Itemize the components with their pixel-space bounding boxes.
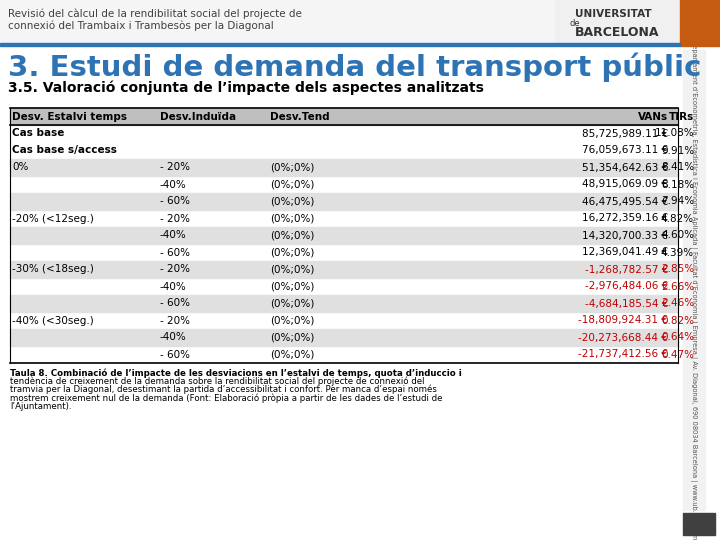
Text: tendència de creixement de la demanda sobre la rendibilitat social del projecte : tendència de creixement de la demanda so… xyxy=(10,376,425,386)
Bar xyxy=(10,159,678,176)
Text: 4.82%: 4.82% xyxy=(661,213,694,224)
Text: - 20%: - 20% xyxy=(160,315,190,326)
Text: - 60%: - 60% xyxy=(160,299,190,308)
Text: 51,354,642.63 €: 51,354,642.63 € xyxy=(582,163,668,172)
Text: 9.91%: 9.91% xyxy=(661,145,694,156)
Bar xyxy=(683,513,715,535)
Text: 7.94%: 7.94% xyxy=(661,197,694,206)
Text: -20,273,668.44 €: -20,273,668.44 € xyxy=(578,333,668,342)
Text: 4.60%: 4.60% xyxy=(661,231,694,240)
Bar xyxy=(10,261,678,278)
Text: 8.18%: 8.18% xyxy=(661,179,694,190)
Text: -1,268,782.57 €: -1,268,782.57 € xyxy=(585,265,668,274)
Bar xyxy=(10,227,678,244)
Text: 12,369,041.49 €: 12,369,041.49 € xyxy=(582,247,668,258)
Text: (0%;0%): (0%;0%) xyxy=(270,265,315,274)
Text: - 60%: - 60% xyxy=(160,197,190,206)
Text: -21,737,412.56 €: -21,737,412.56 € xyxy=(578,349,668,360)
Text: (0%;0%): (0%;0%) xyxy=(270,299,315,308)
Text: 76,059,673.11 €: 76,059,673.11 € xyxy=(582,145,668,156)
Text: Desv.Tend: Desv.Tend xyxy=(270,111,330,122)
Text: - 60%: - 60% xyxy=(160,247,190,258)
Text: -40%: -40% xyxy=(160,231,186,240)
Text: de: de xyxy=(569,19,580,29)
Text: Cas base s/access: Cas base s/access xyxy=(12,145,117,156)
Text: 48,915,069.09 €: 48,915,069.09 € xyxy=(582,179,668,190)
Text: -40%: -40% xyxy=(160,281,186,292)
Text: -18,809,924.31 €: -18,809,924.31 € xyxy=(578,315,668,326)
Text: Desv. Estalvi temps: Desv. Estalvi temps xyxy=(12,111,127,122)
Text: tramvia per la Diagonal, desestimant la partida d’accessibilitat i confort. Per : tramvia per la Diagonal, desestimant la … xyxy=(10,385,437,395)
Text: Taula 8. Combinació de l’impacte de les desviacions en l’estalvi de temps, quota: Taula 8. Combinació de l’impacte de les … xyxy=(10,368,462,377)
Text: UNIVERSITAT: UNIVERSITAT xyxy=(575,9,652,19)
Text: (0%;0%): (0%;0%) xyxy=(270,213,315,224)
Text: 14,320,700.33 €: 14,320,700.33 € xyxy=(582,231,668,240)
Text: BARCELONA: BARCELONA xyxy=(575,25,660,38)
Text: TIRs: TIRs xyxy=(669,111,694,122)
Bar xyxy=(0,43,680,46)
Text: (0%;0%): (0%;0%) xyxy=(270,247,315,258)
Text: -2,976,484.06 €: -2,976,484.06 € xyxy=(585,281,668,292)
Text: 8.41%: 8.41% xyxy=(661,163,694,172)
Text: (0%;0%): (0%;0%) xyxy=(270,163,315,172)
Text: 11.08%: 11.08% xyxy=(654,129,694,138)
Text: Desv.Induïda: Desv.Induïda xyxy=(160,111,236,122)
Text: (0%;0%): (0%;0%) xyxy=(270,197,315,206)
Text: 2.85%: 2.85% xyxy=(661,265,694,274)
Text: -40%: -40% xyxy=(160,179,186,190)
Text: Cas base: Cas base xyxy=(12,129,64,138)
Text: - 20%: - 20% xyxy=(160,213,190,224)
Text: -4,684,185.54 €: -4,684,185.54 € xyxy=(585,299,668,308)
Bar xyxy=(10,329,678,346)
Text: (0%;0%): (0%;0%) xyxy=(270,281,315,292)
Text: connexió del Trambaix i Trambesòs per la Diagonal: connexió del Trambaix i Trambesòs per la… xyxy=(8,21,274,31)
Text: 0%: 0% xyxy=(12,163,28,172)
Bar xyxy=(680,0,720,46)
Bar xyxy=(0,0,680,43)
Text: Revisió del càlcul de la rendibilitat social del projecte de: Revisió del càlcul de la rendibilitat so… xyxy=(8,9,302,19)
Text: (0%;0%): (0%;0%) xyxy=(270,315,315,326)
Bar xyxy=(683,50,705,510)
Text: 3.5. Valoració conjunta de l’impacte dels aspectes analitzats: 3.5. Valoració conjunta de l’impacte del… xyxy=(8,81,484,95)
Text: 3. Estudi de demanda del transport públic: 3. Estudi de demanda del transport públi… xyxy=(8,52,701,82)
Text: - 20%: - 20% xyxy=(160,163,190,172)
Text: 4.39%: 4.39% xyxy=(661,247,694,258)
Text: GIM - Departament d’Econometria, Estadística i Economia Aplicada | Facultat d’Ec: GIM - Departament d’Econometria, Estadís… xyxy=(690,21,698,539)
Text: VANs: VANs xyxy=(638,111,668,122)
Text: - 60%: - 60% xyxy=(160,349,190,360)
Text: l’Ajuntament).: l’Ajuntament). xyxy=(10,402,71,411)
Text: -40% (<30seg.): -40% (<30seg.) xyxy=(12,315,94,326)
Bar xyxy=(10,295,678,312)
Text: 16,272,359.16 €: 16,272,359.16 € xyxy=(582,213,668,224)
Text: 0.64%: 0.64% xyxy=(661,333,694,342)
Text: 85,725,989.11 €: 85,725,989.11 € xyxy=(582,129,668,138)
Text: -40%: -40% xyxy=(160,333,186,342)
Text: mostrem creixement nul de la demanda (Font: Elaboració pròpia a partir de les da: mostrem creixement nul de la demanda (Fo… xyxy=(10,394,443,403)
Bar xyxy=(10,108,678,125)
Text: - 20%: - 20% xyxy=(160,265,190,274)
Text: 0.47%: 0.47% xyxy=(661,349,694,360)
Text: 26: 26 xyxy=(689,517,708,531)
Text: -30% (<18seg.): -30% (<18seg.) xyxy=(12,265,94,274)
Text: (0%;0%): (0%;0%) xyxy=(270,179,315,190)
Text: 0.82%: 0.82% xyxy=(661,315,694,326)
Text: 2.46%: 2.46% xyxy=(661,299,694,308)
Bar xyxy=(10,193,678,210)
Text: -20% (<12seg.): -20% (<12seg.) xyxy=(12,213,94,224)
Text: 46,475,495.54 €: 46,475,495.54 € xyxy=(582,197,668,206)
Text: (0%;0%): (0%;0%) xyxy=(270,231,315,240)
Text: (0%;0%): (0%;0%) xyxy=(270,349,315,360)
Bar xyxy=(555,0,680,43)
Text: 2.66%: 2.66% xyxy=(661,281,694,292)
Text: (0%;0%): (0%;0%) xyxy=(270,333,315,342)
